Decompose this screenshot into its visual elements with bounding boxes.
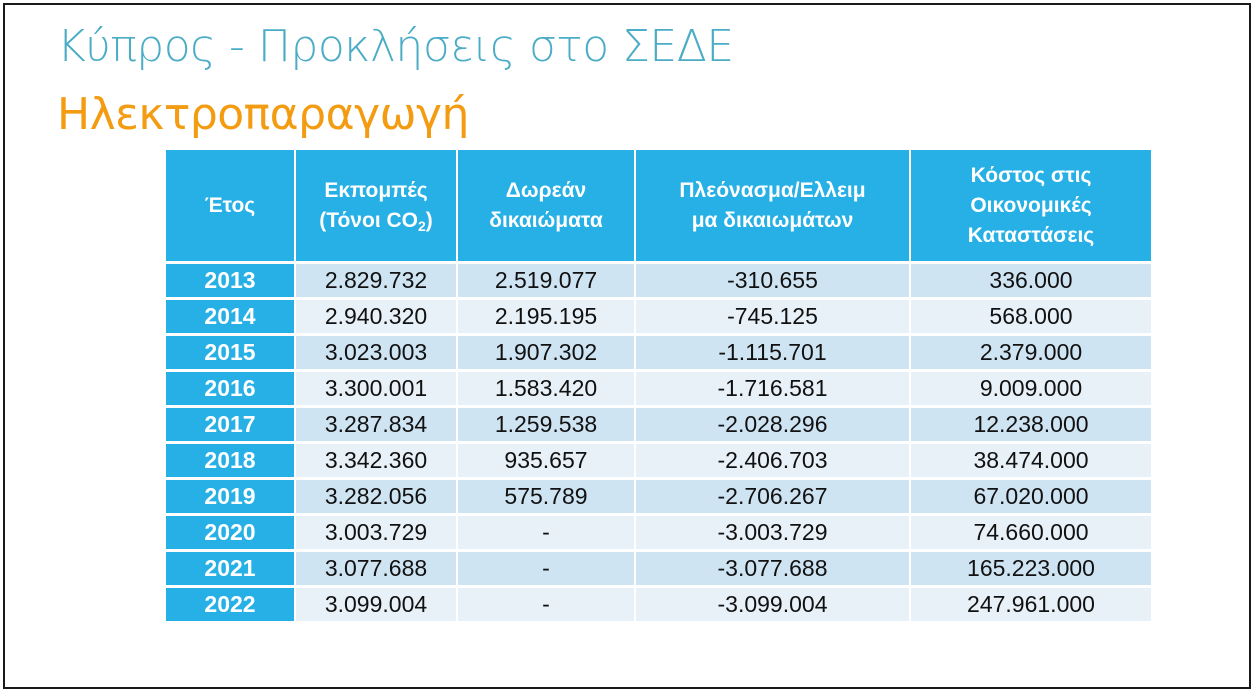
slide-subtitle: Ηλεκτροπαραγωγή	[57, 89, 469, 140]
cell-surplus: -3.077.688	[635, 550, 911, 588]
header-cost: Κόστος στις Οικονομικές Καταστάσεις	[910, 150, 1151, 264]
cell-emissions: 2.829.732	[295, 262, 458, 300]
cell-year: 2022	[166, 586, 296, 621]
cell-surplus: -3.003.729	[635, 514, 911, 552]
table-row: 2021 3.077.688 - -3.077.688 165.223.000	[166, 550, 1151, 588]
cell-surplus: -745.125	[635, 298, 911, 336]
table-header-row: Έτος Εκπομπές (Τόνοι CO2) Δωρεάν δικαιώμ…	[166, 150, 1151, 264]
table-row: 2013 2.829.732 2.519.077 -310.655 336.00…	[166, 262, 1151, 300]
cell-emissions: 3.023.003	[295, 334, 458, 372]
cell-surplus: -3.099.004	[635, 586, 911, 621]
emissions-table: Έτος Εκπομπές (Τόνοι CO2) Δωρεάν δικαιώμ…	[166, 150, 1151, 621]
cell-cost: 247.961.000	[910, 586, 1151, 621]
cell-emissions: 2.940.320	[295, 298, 458, 336]
cell-cost: 67.020.000	[910, 478, 1151, 516]
cell-year: 2014	[166, 298, 296, 336]
cell-free: 575.789	[457, 478, 636, 516]
cell-cost: 74.660.000	[910, 514, 1151, 552]
cell-cost: 336.000	[910, 262, 1151, 300]
cell-surplus: -2.406.703	[635, 442, 911, 480]
cell-cost: 12.238.000	[910, 406, 1151, 444]
header-emissions: Εκπομπές (Τόνοι CO2)	[295, 150, 458, 264]
cell-cost: 2.379.000	[910, 334, 1151, 372]
table-row: 2020 3.003.729 - -3.003.729 74.660.000	[166, 514, 1151, 552]
header-surplus-deficit: Πλεόνασμα/Ελλειμ μα δικαιωμάτων	[635, 150, 911, 264]
cell-year: 2013	[166, 262, 296, 300]
cell-surplus: -310.655	[635, 262, 911, 300]
cell-year: 2016	[166, 370, 296, 408]
cell-year: 2015	[166, 334, 296, 372]
cell-free: -	[457, 586, 636, 621]
table-row: 2017 3.287.834 1.259.538 -2.028.296 12.2…	[166, 406, 1151, 444]
cell-emissions: 3.282.056	[295, 478, 458, 516]
cell-year: 2020	[166, 514, 296, 552]
cell-surplus: -2.706.267	[635, 478, 911, 516]
table-row: 2015 3.023.003 1.907.302 -1.115.701 2.37…	[166, 334, 1151, 372]
cell-cost: 165.223.000	[910, 550, 1151, 588]
cell-free: 1.259.538	[457, 406, 636, 444]
cell-cost: 568.000	[910, 298, 1151, 336]
cell-emissions: 3.077.688	[295, 550, 458, 588]
cell-free: 935.657	[457, 442, 636, 480]
cell-free: -	[457, 514, 636, 552]
cell-free: 2.195.195	[457, 298, 636, 336]
cell-cost: 38.474.000	[910, 442, 1151, 480]
table-row: 2014 2.940.320 2.195.195 -745.125 568.00…	[166, 298, 1151, 336]
cell-year: 2018	[166, 442, 296, 480]
header-free-allowances: Δωρεάν δικαιώματα	[457, 150, 636, 264]
table-row: 2018 3.342.360 935.657 -2.406.703 38.474…	[166, 442, 1151, 480]
cell-year: 2021	[166, 550, 296, 588]
cell-surplus: -2.028.296	[635, 406, 911, 444]
cell-surplus: -1.115.701	[635, 334, 911, 372]
cell-year: 2017	[166, 406, 296, 444]
cell-emissions: 3.300.001	[295, 370, 458, 408]
cell-emissions: 3.099.004	[295, 586, 458, 621]
cell-free: 1.583.420	[457, 370, 636, 408]
cell-cost: 9.009.000	[910, 370, 1151, 408]
cell-surplus: -1.716.581	[635, 370, 911, 408]
cell-free: 1.907.302	[457, 334, 636, 372]
cell-emissions: 3.003.729	[295, 514, 458, 552]
table-row: 2019 3.282.056 575.789 -2.706.267 67.020…	[166, 478, 1151, 516]
slide-title: Κύπρος - Προκλήσεις στο ΣΕΔΕ	[57, 21, 734, 72]
cell-free: 2.519.077	[457, 262, 636, 300]
cell-year: 2019	[166, 478, 296, 516]
table-row: 2022 3.099.004 - -3.099.004 247.961.000	[166, 586, 1151, 621]
table-row: 2016 3.300.001 1.583.420 -1.716.581 9.00…	[166, 370, 1151, 408]
header-year: Έτος	[166, 150, 296, 264]
cell-emissions: 3.342.360	[295, 442, 458, 480]
cell-free: -	[457, 550, 636, 588]
cell-emissions: 3.287.834	[295, 406, 458, 444]
